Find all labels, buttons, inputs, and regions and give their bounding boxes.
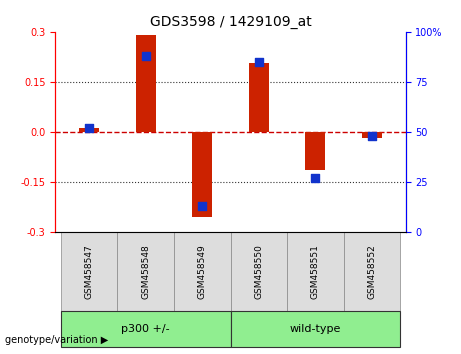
Text: wild-type: wild-type (290, 324, 341, 334)
Bar (192, 132, 212, 217)
Text: p300 +/-: p300 +/- (121, 324, 170, 334)
Title: GDS3598 / 1429109_at: GDS3598 / 1429109_at (150, 16, 311, 29)
FancyBboxPatch shape (118, 232, 174, 312)
FancyBboxPatch shape (343, 232, 400, 312)
Text: GSM458548: GSM458548 (141, 244, 150, 299)
Text: GSM458550: GSM458550 (254, 244, 263, 299)
Text: genotype/variation ▶: genotype/variation ▶ (5, 335, 108, 345)
Point (368, 133, 375, 138)
Point (199, 203, 206, 209)
Point (142, 53, 149, 59)
Bar (249, 63, 269, 132)
FancyBboxPatch shape (230, 232, 287, 312)
Bar (79, 129, 99, 132)
Text: GSM458551: GSM458551 (311, 244, 320, 299)
Text: GSM458552: GSM458552 (367, 244, 376, 299)
Text: GSM458549: GSM458549 (198, 244, 207, 299)
Bar (362, 132, 382, 138)
Bar (136, 35, 156, 132)
Point (255, 59, 262, 65)
Bar (305, 132, 325, 170)
FancyBboxPatch shape (61, 232, 118, 312)
FancyBboxPatch shape (287, 232, 343, 312)
Text: GSM458547: GSM458547 (85, 244, 94, 299)
Point (312, 175, 319, 181)
FancyBboxPatch shape (61, 312, 230, 347)
FancyBboxPatch shape (174, 232, 230, 312)
Point (86, 125, 93, 131)
FancyBboxPatch shape (230, 312, 400, 347)
